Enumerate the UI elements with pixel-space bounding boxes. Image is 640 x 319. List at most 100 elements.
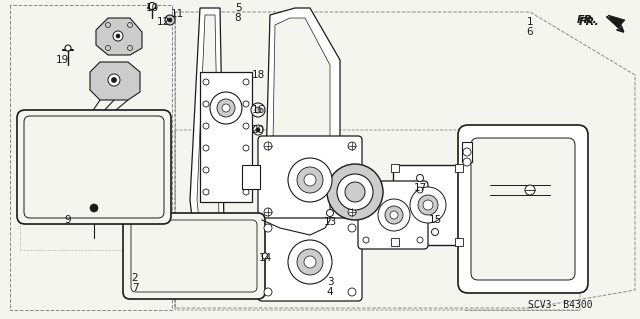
Text: 9: 9 — [65, 215, 71, 225]
Circle shape — [203, 123, 209, 129]
Text: 8: 8 — [235, 13, 241, 23]
Circle shape — [253, 125, 263, 135]
Circle shape — [243, 101, 249, 107]
Circle shape — [251, 103, 265, 117]
Circle shape — [378, 199, 410, 231]
Circle shape — [106, 23, 111, 27]
Circle shape — [203, 167, 209, 173]
Circle shape — [243, 79, 249, 85]
Circle shape — [165, 15, 175, 25]
Text: 15: 15 — [428, 215, 442, 225]
Text: 4: 4 — [326, 287, 333, 297]
Circle shape — [127, 23, 132, 27]
Circle shape — [345, 182, 365, 202]
Circle shape — [203, 145, 209, 151]
FancyBboxPatch shape — [358, 181, 428, 249]
Circle shape — [288, 158, 332, 202]
Circle shape — [390, 211, 398, 219]
Circle shape — [106, 46, 111, 50]
Text: 18: 18 — [252, 70, 264, 80]
Text: 19: 19 — [56, 55, 68, 65]
Circle shape — [410, 187, 446, 223]
Circle shape — [326, 210, 333, 217]
Circle shape — [327, 164, 383, 220]
Bar — [455, 164, 463, 172]
Polygon shape — [608, 15, 625, 28]
Circle shape — [418, 195, 438, 215]
FancyBboxPatch shape — [258, 136, 362, 222]
Circle shape — [116, 34, 120, 38]
Circle shape — [385, 206, 403, 224]
FancyBboxPatch shape — [458, 125, 588, 293]
Circle shape — [417, 187, 423, 193]
Circle shape — [363, 237, 369, 243]
Text: 7: 7 — [132, 283, 138, 293]
Bar — [393, 165, 463, 245]
Circle shape — [148, 3, 156, 10]
FancyBboxPatch shape — [17, 110, 171, 224]
Polygon shape — [90, 62, 140, 100]
Circle shape — [417, 174, 424, 182]
Circle shape — [304, 256, 316, 268]
FancyBboxPatch shape — [258, 218, 362, 301]
Circle shape — [222, 104, 230, 112]
Polygon shape — [190, 8, 225, 290]
Polygon shape — [272, 18, 330, 280]
Text: 13: 13 — [323, 217, 337, 227]
Text: 3: 3 — [326, 277, 333, 287]
FancyBboxPatch shape — [471, 138, 575, 280]
Text: 11: 11 — [170, 9, 184, 19]
Bar — [391, 238, 399, 246]
Circle shape — [297, 249, 323, 275]
Circle shape — [304, 174, 316, 186]
Bar — [455, 238, 463, 246]
Circle shape — [243, 167, 249, 173]
Circle shape — [243, 189, 249, 195]
Circle shape — [297, 167, 323, 193]
Circle shape — [203, 79, 209, 85]
Text: 6: 6 — [527, 27, 533, 37]
Text: 20: 20 — [252, 125, 264, 135]
Text: 12: 12 — [156, 17, 170, 27]
Circle shape — [463, 158, 471, 166]
Text: 14: 14 — [259, 253, 271, 263]
Text: SCV3- B4300: SCV3- B4300 — [528, 300, 592, 310]
Circle shape — [108, 74, 120, 86]
Circle shape — [264, 288, 272, 296]
Text: 10: 10 — [145, 3, 159, 13]
Circle shape — [90, 204, 98, 212]
Text: FR.: FR. — [579, 17, 600, 27]
Circle shape — [348, 288, 356, 296]
Circle shape — [203, 101, 209, 107]
Text: FR.: FR. — [577, 15, 598, 25]
Circle shape — [210, 92, 242, 124]
Circle shape — [243, 123, 249, 129]
Circle shape — [65, 45, 71, 51]
Bar — [462, 142, 472, 162]
Circle shape — [525, 185, 535, 195]
FancyBboxPatch shape — [123, 213, 265, 299]
Circle shape — [463, 148, 471, 156]
Circle shape — [363, 187, 369, 193]
Circle shape — [288, 240, 332, 284]
Circle shape — [243, 145, 249, 151]
Circle shape — [264, 224, 272, 232]
Text: 5: 5 — [235, 3, 241, 13]
Circle shape — [348, 208, 356, 216]
Circle shape — [431, 228, 438, 235]
Circle shape — [348, 224, 356, 232]
Polygon shape — [96, 18, 142, 55]
Bar — [200, 72, 252, 202]
Circle shape — [423, 200, 433, 210]
Polygon shape — [197, 15, 220, 280]
Circle shape — [264, 142, 272, 150]
Circle shape — [127, 46, 132, 50]
Circle shape — [111, 78, 116, 83]
Text: 1: 1 — [527, 17, 533, 27]
Circle shape — [217, 99, 235, 117]
Text: 17: 17 — [413, 183, 427, 193]
Bar — [391, 164, 399, 172]
Text: 2: 2 — [132, 273, 138, 283]
Text: 16: 16 — [252, 105, 264, 115]
FancyBboxPatch shape — [131, 220, 257, 292]
